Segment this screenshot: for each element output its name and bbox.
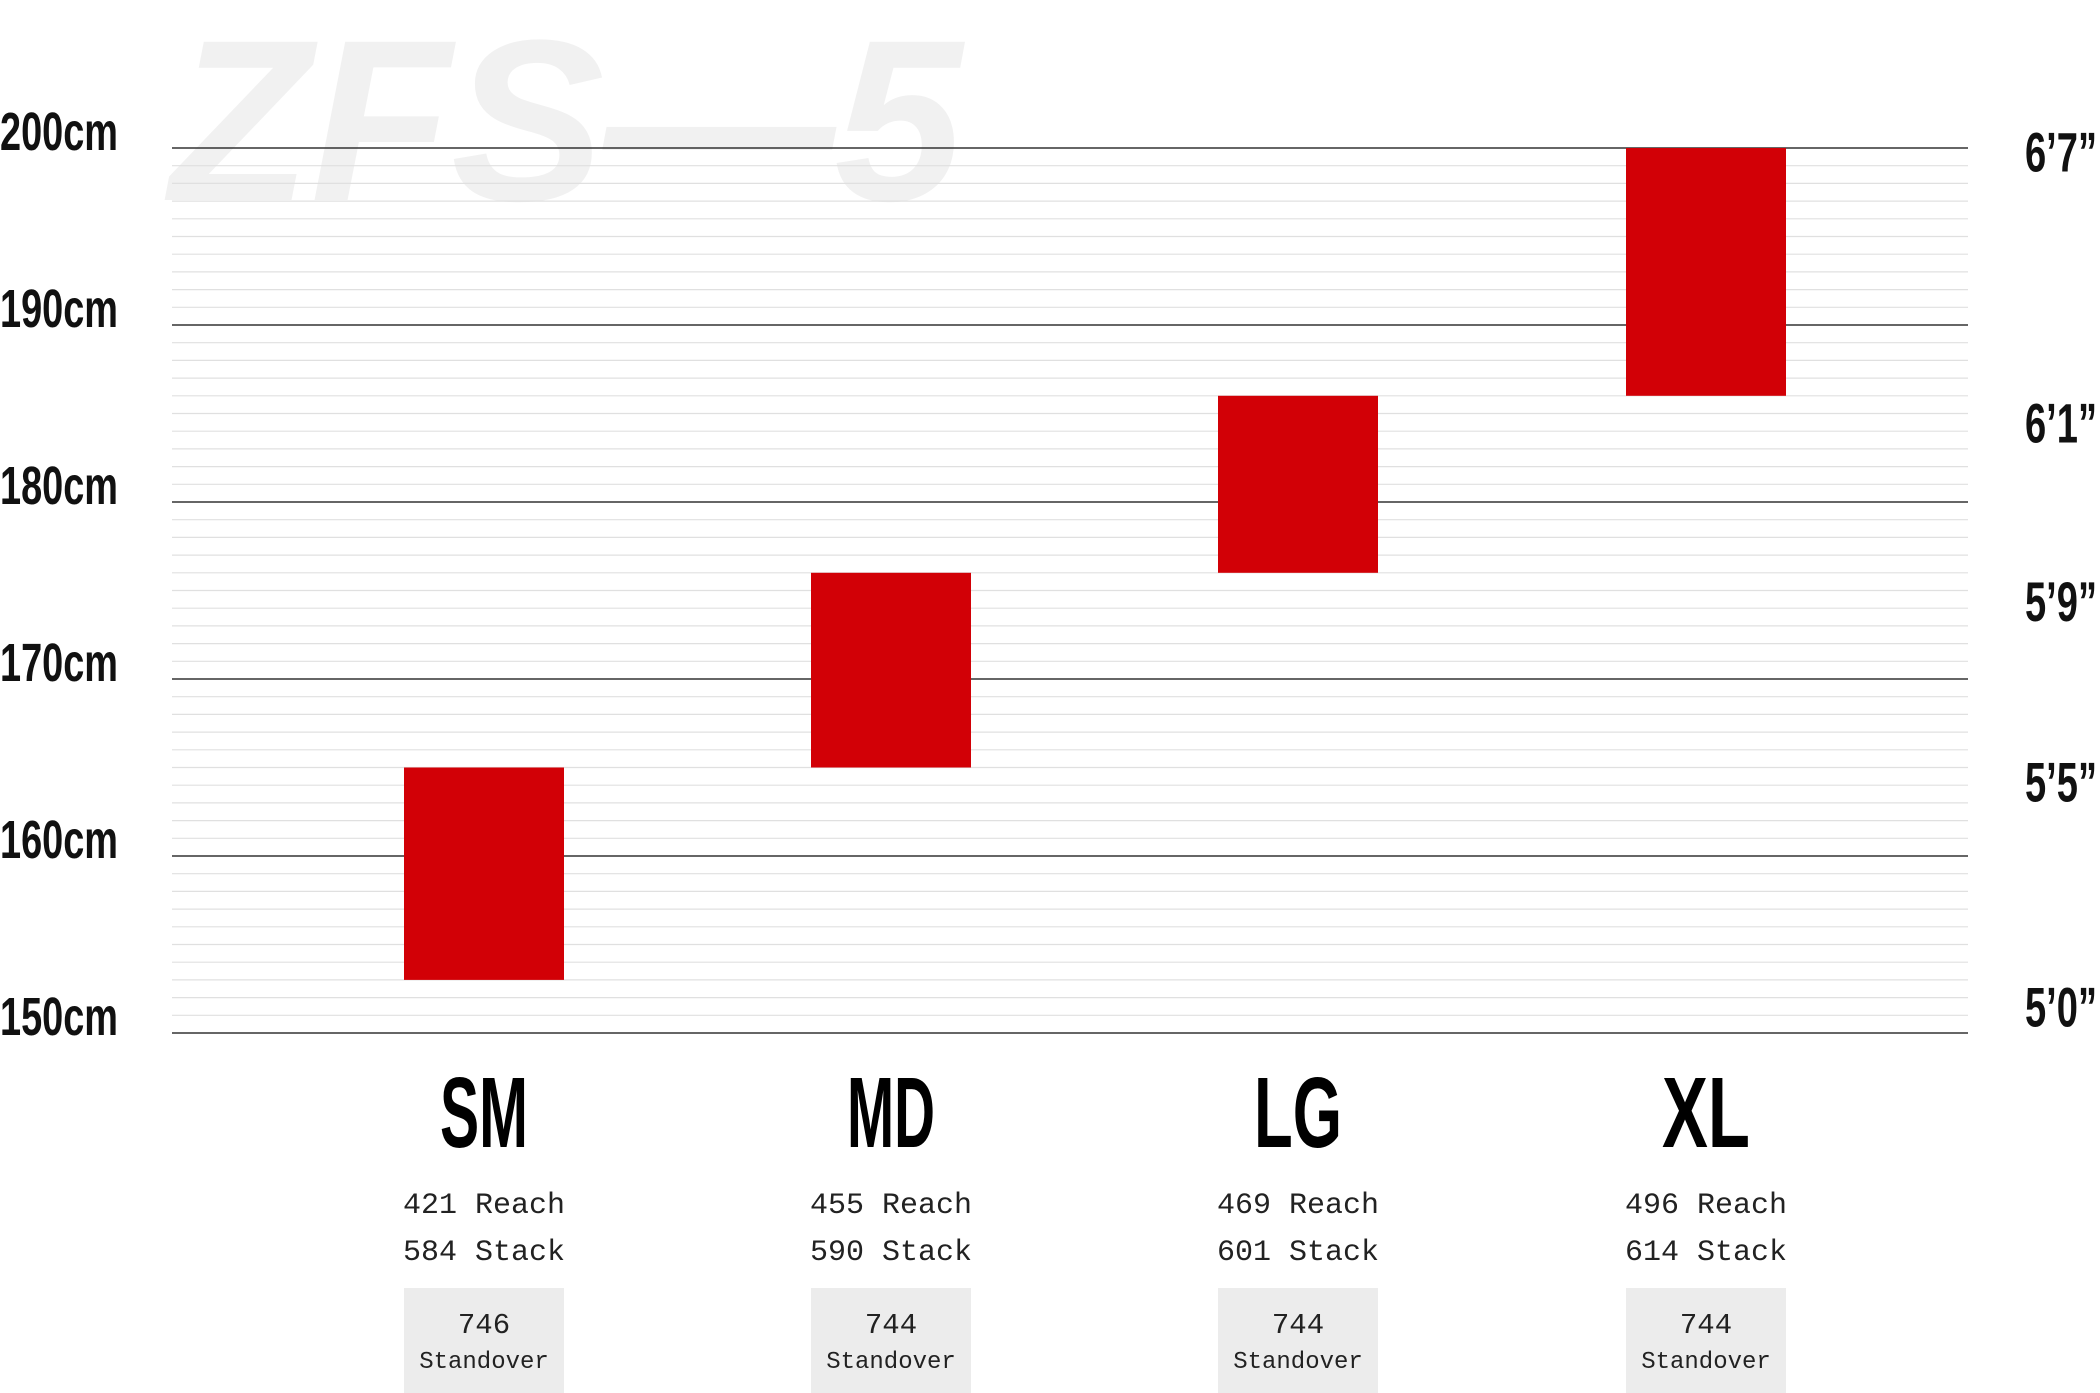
watermark: ZFS—5: [164, 0, 965, 249]
reach-text: 421 Reach: [403, 1189, 565, 1223]
stack-label: Stack: [1289, 1236, 1379, 1270]
reach-label: Reach: [475, 1189, 565, 1223]
size-panel-xl: XL 496 Reach 614 Stack 744 Standover: [1625, 1057, 1787, 1393]
size-label: XL: [1662, 1057, 1750, 1169]
reach-value: 469: [1217, 1189, 1271, 1223]
reach-text: 469 Reach: [1217, 1189, 1379, 1223]
stack-label: Stack: [882, 1236, 972, 1270]
stack-text: 590 Stack: [810, 1236, 972, 1270]
standover-box: [1626, 1288, 1786, 1393]
reach-label: Reach: [1289, 1189, 1379, 1223]
bars: [404, 148, 1786, 980]
size-panel-sm: SM 421 Reach 584 Stack 746 Standover: [403, 1057, 565, 1393]
standover-label: Standover: [1233, 1349, 1363, 1376]
y-tick-label-left: 170cm: [0, 633, 118, 693]
standover-value: 744: [1680, 1309, 1732, 1342]
reach-value: 421: [403, 1189, 457, 1223]
y-tick-label-right: 5’9”: [2025, 570, 2097, 633]
y-tick-label-right: 5’5”: [2025, 751, 2097, 814]
y-tick-label-right: 5’0”: [2025, 976, 2097, 1039]
reach-value: 496: [1625, 1189, 1679, 1223]
stack-label: Stack: [475, 1236, 565, 1270]
size-label: SM: [440, 1057, 528, 1169]
y-tick-label-left: 160cm: [0, 810, 118, 870]
standover-label: Standover: [826, 1349, 956, 1376]
standover-box: [811, 1288, 971, 1393]
size-panel-md: MD 455 Reach 590 Stack 744 Standover: [810, 1057, 972, 1393]
size-label: LG: [1254, 1057, 1342, 1169]
y-tick-label-right: 6’1”: [2025, 391, 2097, 454]
stack-text: 614 Stack: [1625, 1236, 1787, 1270]
size-label: MD: [847, 1057, 935, 1169]
bar-xl: [1626, 148, 1786, 396]
y-tick-label-left: 190cm: [0, 279, 118, 339]
right-axis-ticks: 6’7” 6’1” 5’9” 5’5” 5’0”: [2025, 121, 2097, 1039]
stack-value: 601: [1217, 1236, 1271, 1270]
stack-text: 584 Stack: [403, 1236, 565, 1270]
reach-value: 455: [810, 1189, 864, 1223]
y-tick-label-left: 200cm: [0, 102, 118, 162]
standover-box: [404, 1288, 564, 1393]
bar-lg: [1218, 395, 1378, 573]
y-tick-label-left: 150cm: [0, 987, 118, 1047]
stack-value: 590: [810, 1236, 864, 1270]
standover-value: 744: [1272, 1309, 1324, 1342]
size-panels: SM 421 Reach 584 Stack 746 Standover MD 455 Reach…: [403, 1057, 1787, 1393]
reach-text: 455 Reach: [810, 1189, 972, 1223]
y-tick-label-left: 180cm: [0, 456, 118, 516]
reach-label: Reach: [1697, 1189, 1787, 1223]
standover-value: 746: [458, 1309, 510, 1342]
standover-box: [1218, 1288, 1378, 1393]
standover-label: Standover: [419, 1349, 549, 1376]
standover-value: 744: [865, 1309, 917, 1342]
stack-text: 601 Stack: [1217, 1236, 1379, 1270]
bar-sm: [404, 767, 564, 980]
size-panel-lg: LG 469 Reach 601 Stack 744 Standover: [1217, 1057, 1379, 1393]
reach-label: Reach: [882, 1189, 972, 1223]
stack-value: 614: [1625, 1236, 1679, 1270]
stack-value: 584: [403, 1236, 457, 1270]
y-tick-label-right: 6’7”: [2025, 121, 2097, 184]
standover-label: Standover: [1641, 1349, 1771, 1376]
stack-label: Stack: [1697, 1236, 1787, 1270]
reach-text: 496 Reach: [1625, 1189, 1787, 1223]
bar-md: [811, 572, 971, 768]
left-axis-ticks: 200cm 190cm 180cm 170cm 160cm 150cm: [0, 102, 118, 1047]
